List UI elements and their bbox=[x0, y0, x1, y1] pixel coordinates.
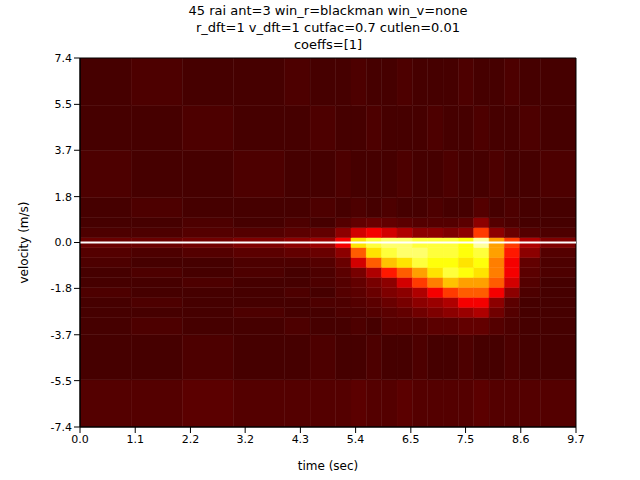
svg-text:0.0: 0.0 bbox=[71, 433, 89, 446]
svg-text:8.6: 8.6 bbox=[512, 433, 530, 446]
svg-text:9.7: 9.7 bbox=[567, 433, 585, 446]
svg-text:-3.7: -3.7 bbox=[51, 329, 72, 342]
svg-text:4.3: 4.3 bbox=[292, 433, 310, 446]
svg-text:5.4: 5.4 bbox=[347, 433, 365, 446]
svg-text:-7.4: -7.4 bbox=[51, 421, 72, 434]
svg-text:3.7: 3.7 bbox=[55, 144, 73, 157]
svg-text:1.1: 1.1 bbox=[126, 433, 144, 446]
svg-text:7.5: 7.5 bbox=[457, 433, 475, 446]
svg-text:velocity (m/s): velocity (m/s) bbox=[17, 201, 31, 283]
svg-text:-1.8: -1.8 bbox=[51, 282, 72, 295]
html-text:coeffs=[1]: coeffs=[1] bbox=[293, 37, 363, 52]
svg-text:3.2: 3.2 bbox=[236, 433, 254, 446]
svg-text:0.0: 0.0 bbox=[55, 236, 73, 249]
svg-text:7.4: 7.4 bbox=[55, 52, 73, 65]
html-text:45 rai ant=3 win_r=blackman wi: 45 rai ant=3 win_r=blackman win_v=none bbox=[188, 3, 468, 18]
svg-text:5.5: 5.5 bbox=[55, 98, 73, 111]
html-text:r_dft=1 v_dft=1 cutfac=0.7 cut: r_dft=1 v_dft=1 cutfac=0.7 cutlen=0.01 bbox=[196, 20, 460, 35]
svg-text:1.8: 1.8 bbox=[55, 191, 73, 204]
svg-text:6.5: 6.5 bbox=[402, 433, 420, 446]
svg-text:2.2: 2.2 bbox=[182, 433, 200, 446]
svg-text:time (sec): time (sec) bbox=[298, 459, 359, 473]
svg-text:-5.5: -5.5 bbox=[51, 375, 72, 388]
